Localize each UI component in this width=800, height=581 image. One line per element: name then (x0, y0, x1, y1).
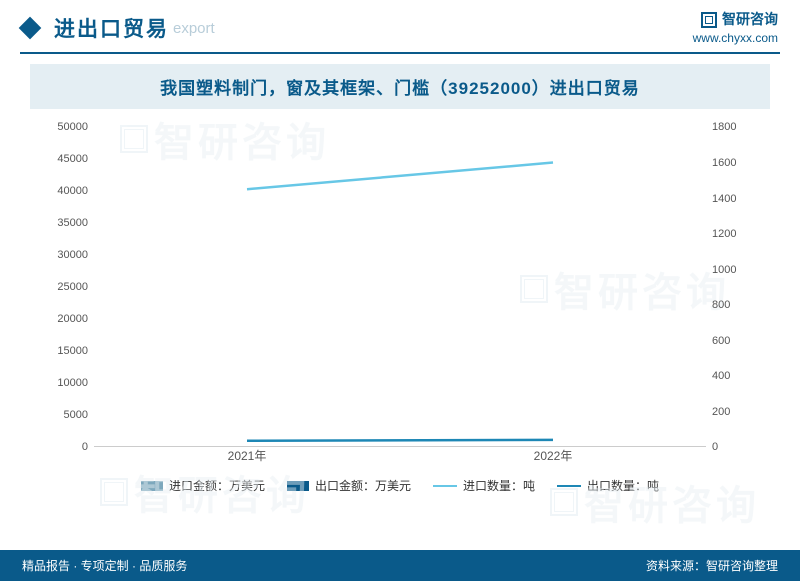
chart-title: 我国塑料制门，窗及其框架、门槛（39252000）进出口贸易 (30, 64, 770, 109)
ytick-right: 200 (712, 406, 760, 418)
line-export_qty (247, 440, 553, 441)
ytick-right: 1000 (712, 264, 760, 276)
footer-left: 精品报告 · 专项定制 · 品质服务 (22, 557, 187, 574)
y-axis-right: 020040060080010001200140016001800 (706, 127, 760, 447)
footer: 精品报告 · 专项定制 · 品质服务 资料来源：智研咨询整理 (0, 550, 800, 581)
ytick-right: 600 (712, 335, 760, 347)
footer-right: 资料来源：智研咨询整理 (646, 557, 778, 574)
line-overlay (94, 127, 706, 447)
legend-label: 出口数量：吨 (587, 477, 659, 494)
plot-area (94, 127, 706, 447)
line-import_qty (247, 163, 553, 190)
legend-swatch (557, 485, 581, 487)
chart-area: 0500010000150002000025000300003500040000… (40, 127, 760, 467)
brand-block: 智研咨询 www.chyxx.com (693, 10, 778, 46)
ytick-left: 30000 (40, 249, 88, 261)
ytick-left: 25000 (40, 281, 88, 293)
legend-label: 进口金额：万美元 (169, 477, 265, 494)
ytick-right: 800 (712, 299, 760, 311)
ytick-left: 10000 (40, 377, 88, 389)
legend: 进口金额：万美元 出口金额：万美元 进口数量：吨 出口数量：吨 (30, 477, 770, 494)
ytick-left: 35000 (40, 217, 88, 229)
ytick-right: 1800 (712, 121, 760, 133)
x-label: 2022年 (400, 447, 706, 467)
ytick-left: 20000 (40, 313, 88, 325)
brand-logo-icon (701, 12, 717, 28)
ytick-left: 0 (40, 441, 88, 453)
legend-item: 进口数量：吨 (433, 477, 535, 494)
ytick-left: 40000 (40, 185, 88, 197)
brand-name: 智研咨询 (722, 10, 778, 30)
legend-label: 出口金额：万美元 (315, 477, 411, 494)
legend-item: 进口金额：万美元 (141, 477, 265, 494)
ytick-right: 0 (712, 441, 760, 453)
ytick-right: 1400 (712, 193, 760, 205)
y-axis-left: 0500010000150002000025000300003500040000… (40, 127, 94, 447)
legend-item: 出口数量：吨 (557, 477, 659, 494)
ytick-right: 400 (712, 370, 760, 382)
ytick-left: 45000 (40, 153, 88, 165)
legend-swatch (433, 485, 457, 487)
header-divider (20, 52, 780, 54)
ytick-right: 1200 (712, 228, 760, 240)
ytick-left: 5000 (40, 409, 88, 421)
header: 进出口贸易 export 智研咨询 www.chyxx.com (0, 0, 800, 52)
header-diamond-icon (19, 17, 42, 40)
legend-label: 进口数量：吨 (463, 477, 535, 494)
legend-item: 出口金额：万美元 (287, 477, 411, 494)
legend-swatch (141, 481, 163, 491)
header-subtitle: export (173, 20, 215, 37)
ytick-left: 50000 (40, 121, 88, 133)
legend-swatch (287, 481, 309, 491)
header-title: 进出口贸易 (54, 13, 169, 43)
brand-url: www.chyxx.com (693, 30, 778, 47)
ytick-left: 15000 (40, 345, 88, 357)
ytick-right: 1600 (712, 157, 760, 169)
x-label: 2021年 (94, 447, 400, 467)
x-axis: 2021年2022年 (94, 447, 706, 467)
